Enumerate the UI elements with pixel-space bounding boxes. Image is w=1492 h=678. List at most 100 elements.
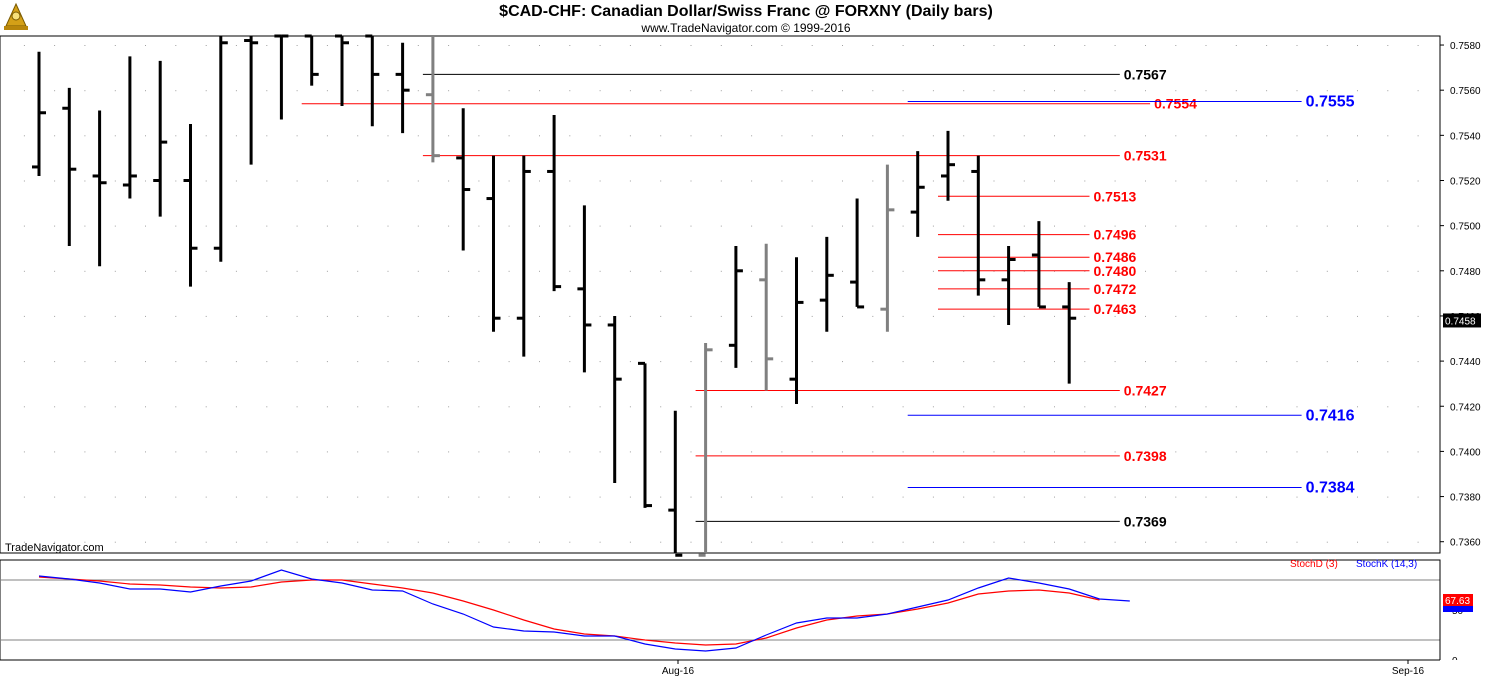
ohlc-bar [547, 115, 562, 292]
grid-dot [811, 361, 813, 363]
grid-dot [993, 45, 995, 46]
time-tick-label: Sep-16 [1392, 666, 1425, 677]
grid-dot [1357, 451, 1358, 453]
grid-dot [478, 90, 480, 92]
grid-dot [1175, 451, 1177, 453]
grid-dot [629, 315, 631, 317]
grid-dot [569, 270, 571, 272]
grid-dot [417, 541, 419, 543]
grid-dot [266, 541, 268, 543]
grid-dot [235, 315, 237, 317]
grid-dot [175, 451, 177, 453]
grid-dot [1084, 45, 1086, 46]
grid-dot [993, 315, 995, 317]
grid-dot [1175, 496, 1177, 498]
grid-dot [145, 315, 146, 317]
grid-dot [963, 180, 965, 182]
grid-dot [235, 361, 237, 363]
grid-dot [145, 541, 146, 543]
grid-dot [902, 180, 904, 182]
grid-dot [1175, 135, 1177, 137]
grid-dot [114, 135, 116, 137]
grid-dot [387, 180, 389, 182]
grid-dot [478, 225, 480, 227]
grid-dot [235, 135, 237, 137]
grid-dot [1235, 541, 1237, 543]
grid-dot [1417, 90, 1419, 92]
grid-dot [508, 180, 510, 182]
grid-dot [145, 451, 146, 453]
support-resistance-levels: 0.7567 0.7554 0.7555 0.7531 0.7513 0.7496 0.74… [301, 66, 1355, 529]
grid-dot [1054, 451, 1055, 453]
grid-dot [690, 496, 692, 498]
grid-dot [175, 541, 177, 543]
price-tick-label: 0.7400 [1450, 447, 1481, 458]
grid-dot [417, 496, 419, 498]
grid-dot [296, 225, 298, 227]
grid-dot [872, 496, 874, 498]
grid-dot [145, 270, 146, 272]
grid-dot [539, 90, 540, 92]
grid-dot [175, 135, 177, 137]
grid-dot [690, 225, 692, 227]
grid-dot [569, 135, 571, 137]
grid-dot [1114, 406, 1116, 408]
grid-dot [205, 90, 207, 92]
grid-dot [448, 496, 450, 498]
grid-dot [963, 90, 965, 92]
grid-dot [235, 90, 237, 92]
grid-dot [387, 541, 389, 543]
grid-dot [569, 45, 571, 46]
grid-dot [539, 225, 540, 227]
grid-dot [842, 361, 843, 363]
grid-dot [1387, 315, 1389, 317]
grid-dot [781, 270, 783, 272]
grid-dot [1235, 315, 1237, 317]
grid-dot [357, 406, 359, 408]
grid-dot [690, 541, 692, 543]
price-axis-bg [1440, 36, 1492, 553]
grid-dot [1417, 45, 1419, 46]
grid-dot [205, 45, 207, 46]
grid-dot [175, 315, 177, 317]
grid-dot [296, 541, 298, 543]
grid-dot [1357, 135, 1358, 137]
ohlc-bar [335, 34, 349, 106]
level-label-0.7472: 0.7472 [1094, 281, 1137, 297]
grid-dot [1023, 496, 1025, 498]
ohlc-bar [365, 34, 380, 127]
grid-dot [963, 451, 965, 453]
grid-dot [1114, 361, 1116, 363]
grid-dot [902, 45, 904, 46]
grid-dot [54, 406, 56, 408]
grid-dot [963, 135, 965, 137]
grid-dot [1205, 270, 1207, 272]
grid-dot [23, 180, 25, 182]
grid-dot [357, 90, 359, 92]
grid-dot [842, 315, 843, 317]
grid-dot [205, 180, 207, 182]
grid-dot [508, 270, 510, 272]
grid-dot [114, 451, 116, 453]
grid-dot [1205, 90, 1207, 92]
grid-dot [448, 180, 450, 182]
grid-dot [266, 135, 268, 137]
grid-dot [690, 315, 692, 317]
grid-dot [235, 406, 237, 408]
grid-dot [1175, 180, 1177, 182]
grid-dot [1114, 451, 1116, 453]
grid-dot [235, 496, 237, 498]
grid-dot [993, 496, 995, 498]
grid-dot [145, 406, 146, 408]
grid-dot [387, 45, 389, 46]
grid-dot [781, 180, 783, 182]
grid-dot [690, 90, 692, 92]
ohlc-bar [516, 155, 531, 357]
grid-dot [84, 406, 86, 408]
grid-dot [326, 496, 328, 498]
level-label-0.7369: 0.7369 [1124, 513, 1167, 529]
grid-dot [1266, 496, 1268, 498]
grid-dot [114, 496, 116, 498]
grid-dot [1266, 270, 1268, 272]
level-label-0.7463: 0.7463 [1094, 301, 1137, 317]
